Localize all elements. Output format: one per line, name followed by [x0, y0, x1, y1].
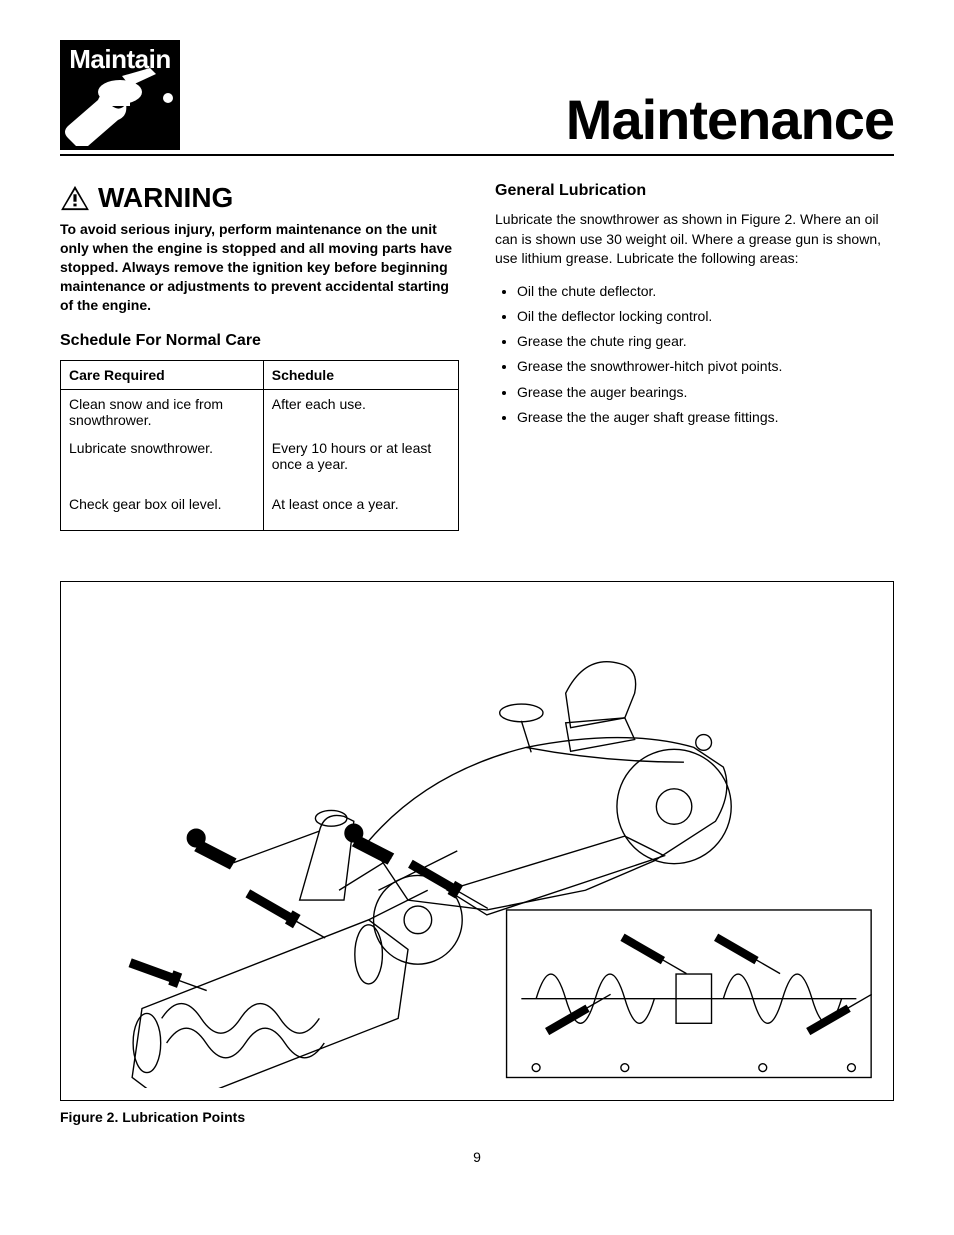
figure-caption: Figure 2. Lubrication Points	[60, 1109, 894, 1125]
maintain-icon	[60, 66, 180, 146]
cell: Lubricate snowthrower.	[61, 434, 264, 490]
warning-triangle-icon	[60, 185, 90, 211]
table-row: Clean snow and ice from snowthrower. Aft…	[61, 390, 459, 435]
cell: After each use.	[263, 390, 458, 435]
cell: Check gear box oil level.	[61, 490, 264, 531]
cell: Clean snow and ice from snowthrower.	[61, 390, 264, 435]
left-column: WARNING To avoid serious injury, perform…	[60, 182, 459, 531]
cell: At least once a year.	[263, 490, 458, 531]
table-row: Check gear box oil level. At least once …	[61, 490, 459, 531]
figure-2-box	[60, 581, 894, 1101]
list-item: Grease the chute ring gear.	[517, 329, 894, 354]
lubrication-body: Lubricate the snowthrower as shown in Fi…	[495, 210, 894, 269]
care-schedule-table: Care Required Schedule Clean snow and ic…	[60, 360, 459, 531]
header-row: Maintain Maintenance	[60, 40, 894, 156]
right-column: General Lubrication Lubricate the snowth…	[495, 182, 894, 531]
cell: Every 10 hours or at least once a year.	[263, 434, 458, 490]
warning-body: To avoid serious injury, perform mainten…	[60, 220, 459, 314]
list-item: Grease the snowthrower-hitch pivot point…	[517, 354, 894, 379]
page-number: 9	[60, 1149, 894, 1165]
col-care: Care Required	[61, 361, 264, 390]
page-title: Maintenance	[566, 92, 894, 148]
lubrication-heading: General Lubrication	[495, 182, 894, 200]
warning-heading-text: WARNING	[98, 182, 233, 214]
maintain-badge: Maintain	[60, 40, 180, 150]
table-header-row: Care Required Schedule	[61, 361, 459, 390]
list-item: Grease the the auger shaft grease fittin…	[517, 405, 894, 430]
schedule-heading: Schedule For Normal Care	[60, 332, 459, 350]
list-item: Oil the chute deflector.	[517, 279, 894, 304]
lubrication-diagram	[73, 594, 881, 1088]
col-schedule: Schedule	[263, 361, 458, 390]
list-item: Grease the auger bearings.	[517, 380, 894, 405]
list-item: Oil the deflector locking control.	[517, 304, 894, 329]
lubrication-list: Oil the chute deflector. Oil the deflect…	[495, 279, 894, 430]
table-row: Lubricate snowthrower. Every 10 hours or…	[61, 434, 459, 490]
warning-heading: WARNING	[60, 182, 459, 214]
content-columns: WARNING To avoid serious injury, perform…	[60, 182, 894, 531]
